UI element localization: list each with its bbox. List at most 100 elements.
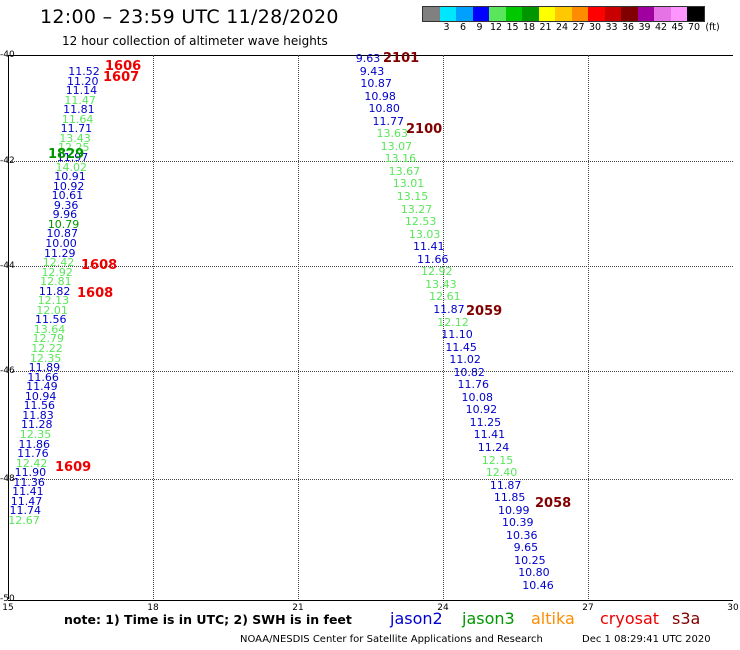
legend-label: 27 — [572, 22, 585, 33]
wave-height-value: 13.63 — [376, 127, 409, 141]
legend-label: 24 — [555, 22, 569, 33]
legend-label: 45 — [671, 22, 684, 33]
wave-height-value: 11.87 — [489, 478, 522, 492]
footer-timestamp: Dec 1 08:29:41 UTC 2020 — [582, 634, 711, 645]
legend-swatch — [489, 7, 506, 21]
wave-height-value: 11.87 — [433, 302, 465, 316]
legend-label: 18 — [522, 22, 536, 33]
longitude-tick-label: 15 — [2, 603, 14, 613]
wave-height-value: 11.14 — [65, 84, 98, 98]
wave-height-value: 11.20 — [66, 74, 99, 88]
legend-swatch — [604, 7, 621, 21]
wave-height-value: 11.02 — [449, 353, 481, 367]
longitude-tick-label: 21 — [292, 603, 304, 613]
wave-height-value: 10.87 — [46, 227, 79, 241]
satellite-legend-s3a: s3a — [672, 609, 701, 628]
pass-time-label: 1608 — [81, 258, 118, 273]
wave-height-value: 11.47 — [10, 494, 43, 508]
wave-height-value: 11.29 — [43, 246, 76, 260]
color-legend-labels: 3 6 9 12 15 18 21 24 27 30 33 36 39 42 45 70 (ft) — [422, 22, 740, 36]
wave-height-value: 10.91 — [54, 170, 86, 184]
footer-credit: NOAA/NESDIS Center for Satellite Applica… — [240, 634, 543, 645]
legend-label: 30 — [588, 22, 602, 33]
wave-height-value: 9.63 — [355, 52, 381, 65]
legend-label: 70 — [687, 22, 701, 33]
longitude-tick-label: 24 — [437, 603, 449, 613]
pass-time-label: 2100 — [406, 122, 443, 137]
wave-height-value: 10.39 — [502, 516, 534, 530]
wave-height-value: 11.56 — [23, 399, 56, 413]
page-title: 12:00 – 23:59 UTC 11/28/2020 — [40, 6, 339, 28]
legend-swatch — [472, 7, 489, 21]
grid-line-horizontal — [8, 371, 733, 372]
legend-swatch — [571, 7, 588, 21]
wave-height-value: 13.64 — [33, 322, 66, 336]
wave-height-value: 11.74 — [9, 504, 42, 518]
pass-time-label: 1608 — [77, 286, 114, 301]
wave-height-value: 11.24 — [477, 440, 510, 454]
wave-height-value: 11.85 — [493, 491, 526, 505]
legend-swatch — [670, 7, 687, 21]
wave-height-value: 9.96 — [52, 208, 78, 222]
legend-label: 12 — [489, 22, 503, 33]
wave-height-value: 11.28 — [21, 418, 53, 432]
wave-height-value: 13.16 — [384, 152, 417, 166]
legend-swatch — [555, 7, 572, 21]
pass-time-label: 1606 — [105, 59, 142, 74]
grid-line-vertical — [298, 55, 299, 599]
legend-swatch — [538, 7, 555, 21]
wave-height-value: 11.49 — [26, 380, 58, 394]
longitude-tick-label: 30 — [727, 603, 739, 613]
pass-time-label: 2101 — [383, 51, 420, 66]
wave-height-value: 10.99 — [497, 503, 530, 517]
wave-height-value: 10.25 — [514, 553, 546, 567]
legend-swatch — [621, 7, 638, 21]
wave-height-value: 12.92 — [41, 265, 73, 279]
satellite-legend-jason2: jason2 — [390, 609, 443, 628]
grid-line-vertical — [443, 55, 444, 599]
legend-label: 6 — [459, 22, 467, 33]
note-text: note: 1) Time is in UTC; 2) SWH is in fe… — [64, 612, 352, 627]
longitude-tick-label: 27 — [582, 603, 594, 613]
wave-height-value: 12.92 — [421, 265, 453, 279]
map-frame — [8, 55, 733, 601]
wave-height-value: 11.71 — [60, 122, 93, 136]
wave-height-value: 10.98 — [364, 89, 396, 103]
wave-height-value: 11.41 — [412, 240, 445, 254]
page-subtitle: 12 hour collection of altimeter wave hei… — [62, 34, 328, 48]
wave-height-value: 12.79 — [32, 332, 65, 346]
wave-height-value: 10.08 — [461, 390, 494, 404]
legend-swatch — [423, 7, 440, 21]
legend-swatch — [637, 7, 654, 21]
wave-height-value: 11.86 — [18, 437, 50, 451]
wave-height-value: 11.76 — [17, 447, 49, 461]
wave-height-value: 12.42 — [42, 256, 75, 270]
grid-line-horizontal — [8, 479, 733, 480]
wave-height-value: 10.61 — [51, 189, 84, 203]
wave-height-value: 12.22 — [31, 342, 63, 356]
wave-height-value: 12.25 — [58, 141, 90, 155]
wave-height-value: 12.81 — [40, 275, 72, 289]
wave-height-value: 11.76 — [457, 378, 489, 392]
wave-height-value: 12.12 — [437, 315, 469, 329]
legend-label: 21 — [539, 22, 552, 33]
legend-swatch — [456, 7, 473, 21]
wave-height-value: 9.65 — [513, 541, 539, 555]
wave-height-value: 11.64 — [61, 112, 94, 126]
pass-time-label: 1607 — [103, 70, 140, 85]
wave-height-value: 12.67 — [8, 514, 40, 527]
satellite-legend-cryosat: cryosat — [600, 609, 660, 628]
legend-label: 39 — [638, 22, 651, 33]
legend-label: 42 — [654, 22, 668, 33]
wave-height-value: 14.02 — [55, 160, 87, 174]
legend-swatch — [439, 7, 456, 21]
wave-height-value: 11.10 — [441, 328, 473, 342]
wave-height-value: 13.07 — [380, 139, 413, 153]
pass-time-label: 1829 — [48, 147, 85, 162]
legend-swatch — [654, 7, 671, 21]
pass-time-label: 2059 — [466, 304, 503, 319]
wave-height-value: 13.43 — [59, 131, 91, 145]
legend-swatch — [687, 7, 704, 21]
wave-height-value: 11.82 — [38, 284, 71, 298]
wave-height-value: 9.36 — [53, 198, 79, 212]
